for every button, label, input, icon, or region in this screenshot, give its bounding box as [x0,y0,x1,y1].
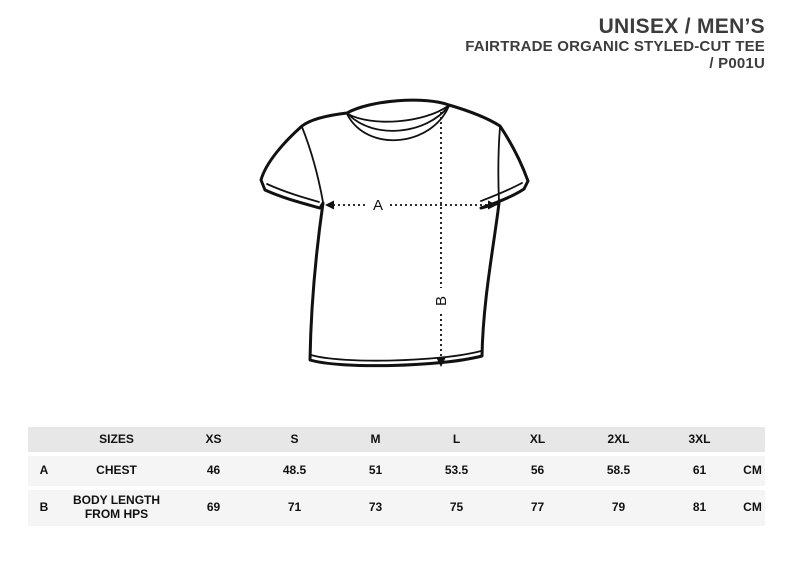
left-armhole-seam [301,126,324,203]
product-header: UNISEX / MEN’S FAIRTRADE ORGANIC STYLED-… [465,15,765,72]
body-length-xs: 69 [173,490,254,526]
product-code: / P001U [709,55,765,72]
chest-l: 53.5 [416,456,497,486]
dimension-b-label: B [433,296,450,306]
left-sleeve-hem-seam [266,183,320,203]
header-size-2xl: 2XL [578,427,659,452]
body-length-2xl: 79 [578,490,659,526]
header-size-l: L [416,427,497,452]
body-length-m: 73 [335,490,416,526]
size-chart-table: SIZES XS S M L XL 2XL 3XL A CHEST 46 48.… [28,423,765,530]
right-sleeve-hem-seam [480,182,523,202]
chest-2xl: 58.5 [578,456,659,486]
body-length-xl: 77 [497,490,578,526]
collar-rib-seam [348,106,449,132]
chest-s: 48.5 [254,456,335,486]
body-length-3xl: 81 [659,490,740,526]
row-key: A [28,456,60,486]
product-category-title: UNISEX / MEN’S [598,15,765,38]
table-row-body-length: B BODY LENGTH FROM HPS 69 71 73 75 77 79… [28,490,765,526]
table-row-chest: A CHEST 46 48.5 51 53.5 56 58.5 61 CM [28,456,765,486]
dimension-a-label: A [373,197,383,214]
header-unit-cell [740,427,765,452]
row-label: BODY LENGTH FROM HPS [60,490,173,526]
dimension-b-bottom-arrow-icon [436,358,446,367]
chest-m: 51 [335,456,416,486]
product-name: FAIRTRADE ORGANIC STYLED-CUT TEE [465,38,765,55]
header-size-xl: XL [497,427,578,452]
chest-xl: 56 [497,456,578,486]
tshirt-outline-icon [259,98,530,368]
dimension-a-right-arrow-icon [488,200,497,210]
header-sizes-cell: SIZES [60,427,173,452]
tshirt-diagram: A B [259,98,530,368]
dimension-a-left-arrow-icon [325,200,334,210]
collar-back-seam [347,105,449,123]
body-length-l: 75 [416,490,497,526]
row-label: CHEST [60,456,173,486]
header-size-3xl: 3XL [659,427,740,452]
body-length-s: 71 [254,490,335,526]
bottom-hem-seam [310,350,482,362]
chest-xs: 46 [173,456,254,486]
header-size-xs: XS [173,427,254,452]
row-unit: CM [740,456,765,486]
row-key: B [28,490,60,526]
right-armhole-seam [497,126,501,203]
chest-3xl: 61 [659,456,740,486]
header-letter-cell [28,427,60,452]
header-size-s: S [254,427,335,452]
header-size-m: M [335,427,416,452]
table-header-row: SIZES XS S M L XL 2XL 3XL [28,427,765,452]
row-unit: CM [740,490,765,526]
